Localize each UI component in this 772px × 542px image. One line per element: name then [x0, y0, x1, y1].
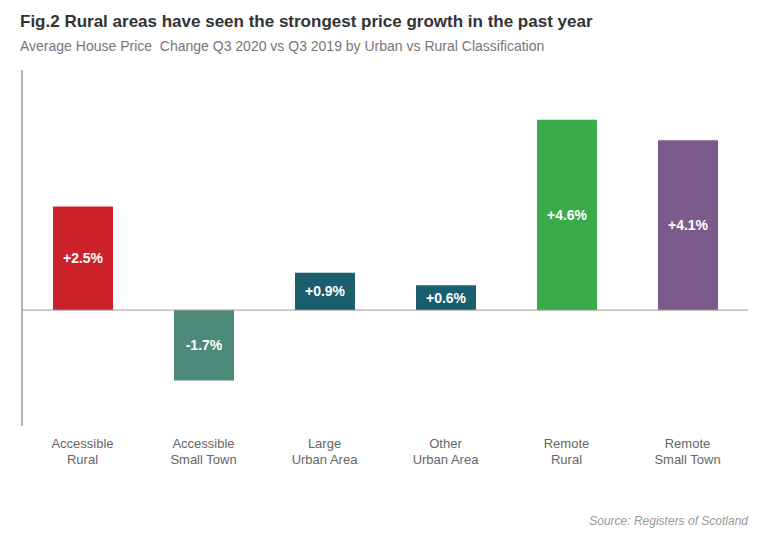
- html-text:Source: Registers of Scotland: Source: Registers of Scotland: [589, 514, 748, 528]
- svg-text:RemoteSmall Town: RemoteSmall Town: [654, 436, 720, 467]
- html-text:Fig.2 Rural areas have seen th: Fig.2 Rural areas have seen the stronges…: [20, 12, 593, 31]
- svg-text:+4.6%: +4.6%: [547, 207, 588, 223]
- svg-text:+4.1%: +4.1%: [668, 217, 709, 233]
- svg-text:RemoteRural: RemoteRural: [544, 436, 590, 467]
- svg-text:AccessibleSmall Town: AccessibleSmall Town: [170, 436, 236, 467]
- svg-text:-1.7%: -1.7%: [186, 337, 223, 353]
- svg-text:+2.5%: +2.5%: [63, 250, 104, 266]
- html-text:Average House Price Change Q3: Average House Price Change Q3 2020 vs Q3…: [20, 38, 545, 54]
- svg-text:OtherUrban Area: OtherUrban Area: [413, 436, 480, 467]
- svg-text:AccessibleRural: AccessibleRural: [51, 436, 113, 467]
- svg-text:+0.9%: +0.9%: [305, 283, 346, 299]
- svg-text:+0.6%: +0.6%: [426, 290, 467, 306]
- svg-text:LargeUrban Area: LargeUrban Area: [292, 436, 359, 467]
